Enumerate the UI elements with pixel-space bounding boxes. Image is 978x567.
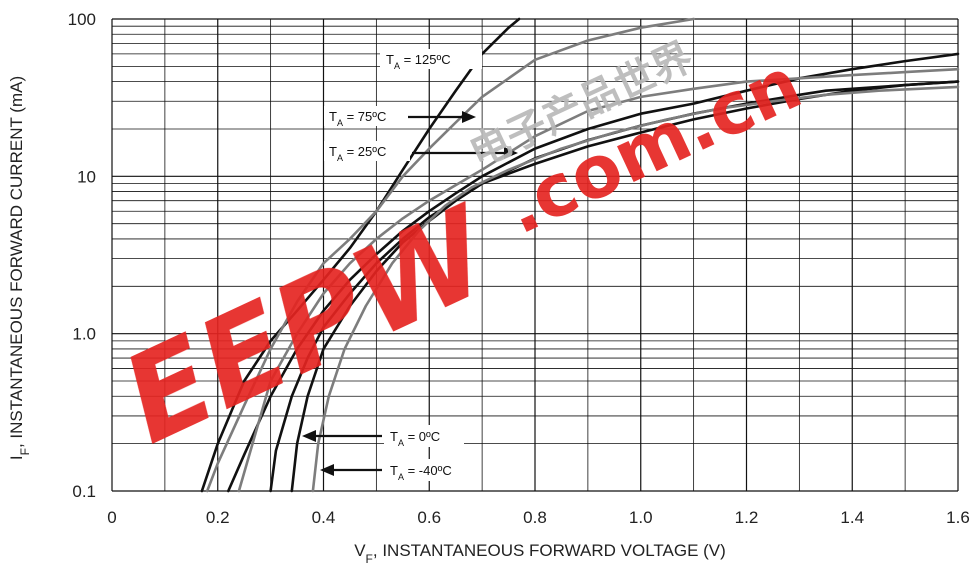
x-tick-label: 0.4	[312, 508, 336, 527]
svg-text:TA = 25ºC: TA = 25ºC	[329, 144, 386, 163]
annotation-75: TA = 75ºC	[324, 106, 476, 128]
annotation-0: TA = 0ºC	[302, 425, 464, 448]
series-line-2	[227, 52, 960, 493]
annotation-25: TA = 25ºC	[324, 141, 518, 163]
series-line-1	[205, 17, 695, 493]
x-tick-label: 1.0	[629, 508, 653, 527]
x-tick-label: 0.2	[206, 508, 230, 527]
y-tick-label: 100	[68, 10, 96, 29]
y-axis-title: IF, INSTANTANEOUS FORWARD CURRENT (mA)	[7, 76, 32, 460]
x-tick-label: 0.8	[523, 508, 547, 527]
eepw-watermark: EEPW .com.cn 电子产品世界	[104, 34, 814, 471]
svg-text:TA = -40ºC: TA = -40ºC	[390, 463, 452, 482]
y-tick-label: 0.1	[72, 482, 96, 501]
x-tick-label: 1.4	[840, 508, 864, 527]
x-tick-label: 1.2	[735, 508, 759, 527]
series-line-3	[237, 67, 960, 493]
y-tick-labels: 0.1 1.0 10 100	[68, 10, 96, 501]
y-tick-label: 10	[77, 167, 96, 186]
svg-text:TA = 0ºC: TA = 0ºC	[390, 429, 440, 448]
x-tick-label: 0.6	[417, 508, 441, 527]
svg-text:TA = 75ºC: TA = 75ºC	[329, 109, 386, 128]
series-line-6	[311, 85, 960, 493]
y-tick-label: 1.0	[72, 325, 96, 344]
x-tick-labels: 0 0.2 0.4 0.6 0.8 1.0 1.2 1.4 1.6	[107, 508, 970, 527]
svg-text:TA = 125ºC: TA = 125ºC	[386, 52, 451, 71]
x-tick-label: 0	[107, 508, 116, 527]
x-axis-title: VF, INSTANTANEOUS FORWARD VOLTAGE (V)	[354, 541, 726, 566]
grid	[111, 18, 959, 492]
x-tick-label: 1.6	[946, 508, 970, 527]
annotation-125: TA = 125ºC	[380, 49, 482, 71]
annotation-minus40: TA = -40ºC	[320, 459, 474, 482]
